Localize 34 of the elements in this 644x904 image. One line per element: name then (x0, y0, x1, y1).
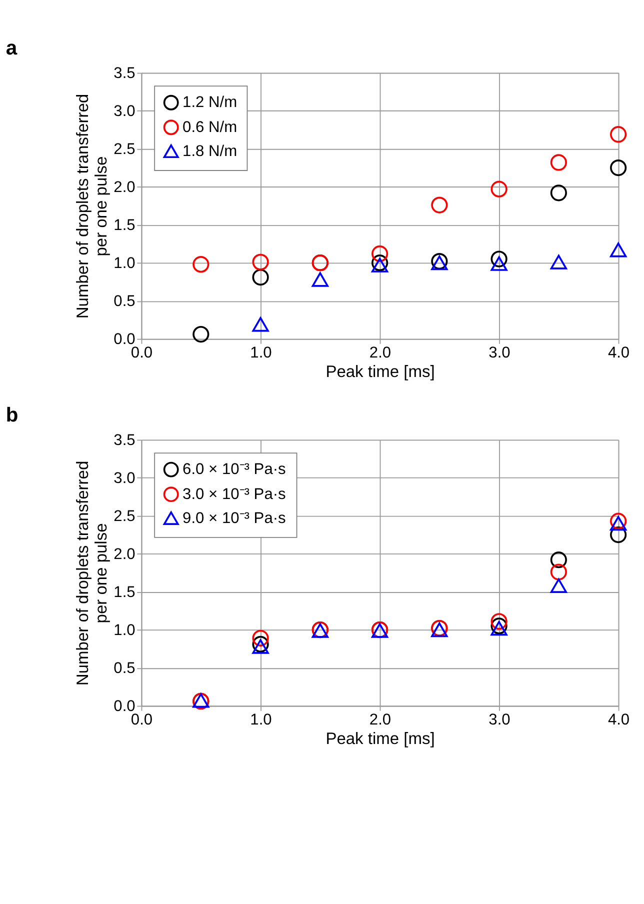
chart-title: a (6, 37, 18, 60)
legend-label: 0.6 N/m (182, 118, 238, 136)
legend-label: 1.8 N/m (182, 142, 238, 160)
y-tick-label: 1.5 (114, 216, 136, 234)
y-axis-title: Number of droplets transferred per one pulse (74, 460, 110, 686)
y-tick-label: 2.5 (114, 140, 136, 158)
y-tick-label: 0.5 (114, 292, 136, 310)
y-tick-label: 3.5 (114, 64, 136, 82)
y-tick-label: 3.5 (114, 432, 136, 449)
y-tick-label: 2.0 (114, 178, 136, 196)
x-tick-label: 1.0 (250, 344, 272, 362)
x-tick-label: 3.0 (488, 712, 511, 729)
y-tick-label: 1.5 (114, 584, 136, 601)
y-tick-label: 2.5 (114, 508, 136, 525)
y-tick-label: 3.0 (114, 470, 136, 487)
x-axis-title: Peak time [ms] (326, 362, 435, 381)
chart-title: b (6, 404, 18, 426)
legend-label: 1.2 N/m (182, 94, 238, 112)
x-tick-label: 2.0 (369, 344, 392, 362)
x-tick-label: 2.0 (369, 712, 392, 729)
y-tick-label: 1.0 (114, 622, 136, 639)
x-tick-label: 4.0 (608, 712, 630, 729)
y-tick-label: 2.0 (114, 546, 136, 563)
y-tick-label: 0.5 (114, 660, 136, 677)
x-tick-label: 3.0 (488, 344, 511, 362)
x-tick-label: 1.0 (250, 712, 272, 729)
legend-label: 6.0 × 10⁻³ Pa·s (182, 461, 286, 478)
legend-label: 9.0 × 10⁻³ Pa·s (182, 510, 286, 527)
legend-label: 3.0 × 10⁻³ Pa·s (182, 486, 286, 503)
y-tick-label: 1.0 (114, 254, 136, 272)
x-tick-label: 4.0 (608, 344, 630, 362)
y-axis-title: Number of droplets transferred per one pulse (74, 94, 110, 319)
y-tick-label: 3.0 (114, 102, 136, 120)
x-axis-title: Peak time [ms] (326, 730, 435, 748)
